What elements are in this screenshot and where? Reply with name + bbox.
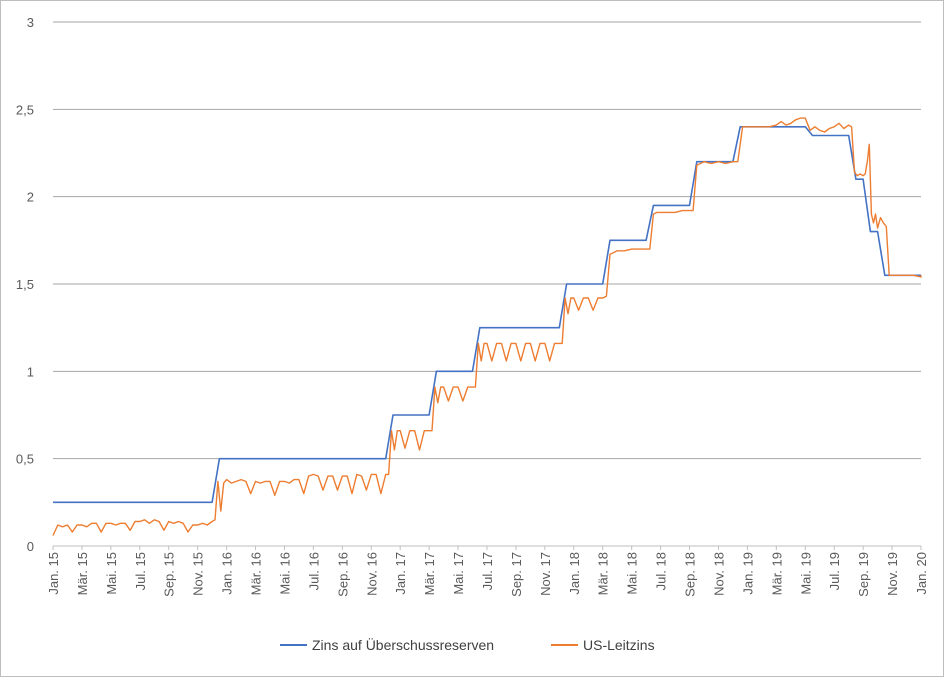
legend-label-zins: Zins auf Überschussreserven [312, 636, 494, 653]
x-tick-label: Mär. 17 [422, 552, 437, 595]
x-tick-label: Jan. 17 [393, 552, 408, 595]
x-tick-label: Nov. 16 [364, 552, 379, 596]
x-tick-label: Mär. 15 [75, 552, 90, 595]
x-tick-label: Sep. 17 [509, 552, 524, 597]
x-tick-label: Mai. 18 [625, 552, 640, 595]
x-tick-label: Jan. 16 [220, 552, 235, 595]
x-tick-label: Sep. 15 [162, 552, 177, 597]
x-tick-label: Jul. 17 [480, 552, 495, 590]
x-tick-label: Jul. 19 [827, 552, 842, 590]
x-tick-label: Jan. 15 [46, 552, 61, 595]
x-tick-label: Sep. 16 [335, 552, 350, 597]
x-tick-label: Jan. 18 [567, 552, 582, 595]
y-tick-label: 0,5 [16, 452, 34, 467]
legend-label-leitzins: US-Leitzins [583, 637, 655, 653]
x-tick-label: Mai. 17 [451, 552, 466, 595]
y-tick-label: 2 [27, 190, 34, 205]
x-tick-label: Jan. 19 [740, 552, 755, 595]
x-tick-label: Nov. 19 [885, 552, 900, 596]
x-tick-label: Jan. 20 [914, 552, 929, 595]
x-tick-label: Mär. 19 [769, 552, 784, 595]
x-axis-ticks: Jan. 15 Mär. 15 Mai. 15 Jul. 15 Sep. 15 Nov. … [46, 546, 929, 597]
series-line-zins [53, 126, 921, 504]
x-tick-label: Jul. 15 [133, 552, 148, 590]
x-tick-label: Sep. 18 [683, 552, 698, 597]
x-tick-label: Sep. 19 [856, 552, 871, 597]
y-tick-label: 2,5 [16, 102, 34, 117]
x-tick-label: Nov. 15 [191, 552, 206, 596]
series-group [52, 117, 922, 536]
x-tick-label: Nov. 18 [711, 552, 726, 596]
x-tick-label: Mär. 18 [596, 552, 611, 595]
y-axis-ticks: 0 0,5 1 1,5 2 2,5 3 [16, 15, 34, 554]
x-tick-label: Mai. 16 [277, 552, 292, 595]
x-tick-label: Jul. 16 [306, 552, 321, 590]
x-tick-label: Mai. 19 [798, 552, 813, 595]
series-line-leitzins [52, 117, 922, 536]
x-tick-label: Nov. 17 [538, 552, 553, 596]
y-tick-label: 3 [27, 15, 34, 30]
x-tick-label: Mai. 15 [104, 552, 119, 595]
legend: Zins auf Überschussreserven US-Leitzins [280, 636, 655, 653]
x-tick-label: Mär. 16 [249, 552, 264, 595]
x-tick-label: Jul. 18 [654, 552, 669, 590]
gridlines [53, 21, 921, 460]
y-tick-label: 1 [27, 364, 34, 379]
y-tick-label: 0 [27, 539, 34, 554]
y-tick-label: 1,5 [16, 277, 34, 292]
